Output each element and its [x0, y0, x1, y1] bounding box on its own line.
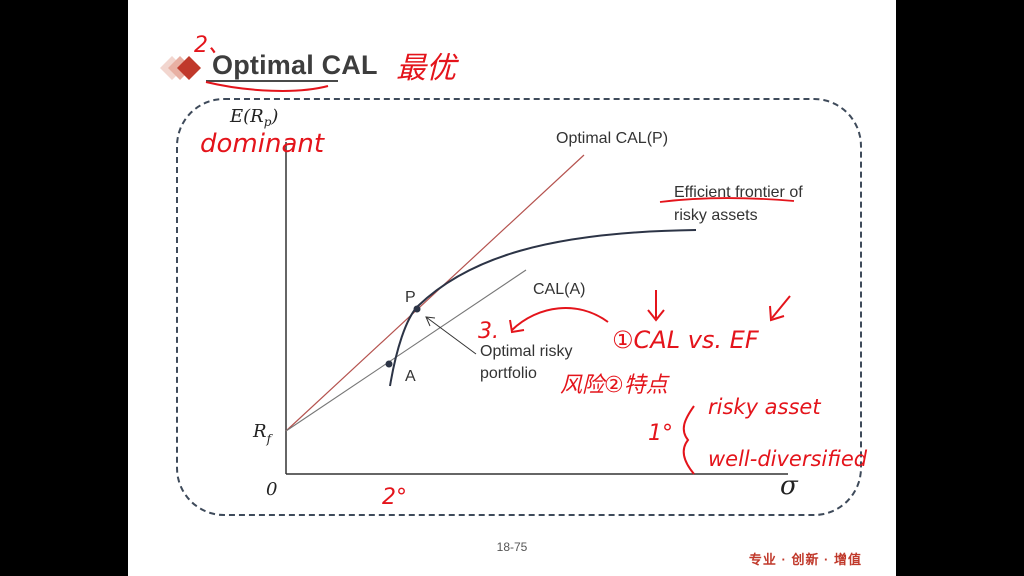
optimal-portfolio-label-line2: portfolio: [480, 365, 537, 382]
cal-a-label: CAL(A): [533, 281, 585, 298]
title-number-note: 2、: [194, 33, 230, 58]
frontier-label-line1: Efficient frontier of: [674, 184, 803, 201]
point-a: [385, 360, 393, 368]
y-axis-label: E(Rp): [229, 106, 278, 129]
rf-label: Rf: [252, 421, 274, 446]
brand-slogan: 专业 · 创新 · 增值: [748, 552, 862, 567]
cal-a-line: [285, 269, 527, 432]
frontier-label-line2: risky assets: [674, 207, 758, 224]
point-a-label: A: [405, 368, 416, 385]
item-2-note: 2°: [382, 485, 407, 510]
red-curved-arrowhead: [509, 319, 525, 334]
risk-features-note: 风险②特点: [560, 373, 671, 398]
cal-diagram: E(Rp) Rf 0 σ Optimal CAL(P) Efficient fr…: [194, 33, 868, 510]
well-diversified-note: well-diversified: [708, 447, 868, 471]
point-p: [413, 305, 421, 313]
optimal-portfolio-label-line1: Optimal risky: [480, 343, 572, 360]
optimal-portfolio-arrow: [425, 316, 477, 355]
title-underline: [206, 80, 338, 82]
title-chinese-note: 最优: [396, 51, 460, 86]
red-diag-arrowhead: [769, 305, 785, 322]
origin-label: 0: [266, 479, 277, 500]
optimal-cal-label: Optimal CAL(P): [556, 130, 668, 147]
frontier-red-underline: [659, 197, 795, 203]
page-number: 18-75: [496, 540, 528, 554]
red-down-arrowhead: [647, 309, 665, 322]
efficient-frontier-curve: [389, 229, 697, 387]
red-diag-arrow: [771, 295, 791, 319]
x-axis-label: σ: [780, 471, 799, 501]
dominant-note: dominant: [200, 129, 325, 159]
optimal-portfolio-arrowhead: [425, 316, 436, 327]
note-3: 3.: [478, 319, 499, 344]
slide: Optimal CAL E(Rp) Rf 0 σ Optimal CAL(P) …: [128, 0, 896, 576]
title-diamond-icon: [160, 56, 201, 80]
optimal-cal-line: [285, 154, 585, 432]
cal-vs-ef-note: ①CAL vs. EF: [612, 326, 760, 354]
red-curved-arrow: [511, 307, 609, 331]
risky-asset-note: risky asset: [708, 395, 821, 419]
dashed-frame: [176, 98, 862, 516]
red-brace: [682, 405, 695, 475]
item-1-note: 1°: [648, 421, 673, 446]
point-p-label: P: [405, 289, 416, 306]
title-red-swoosh: [205, 81, 329, 92]
slide-title: Optimal CAL: [212, 50, 378, 80]
